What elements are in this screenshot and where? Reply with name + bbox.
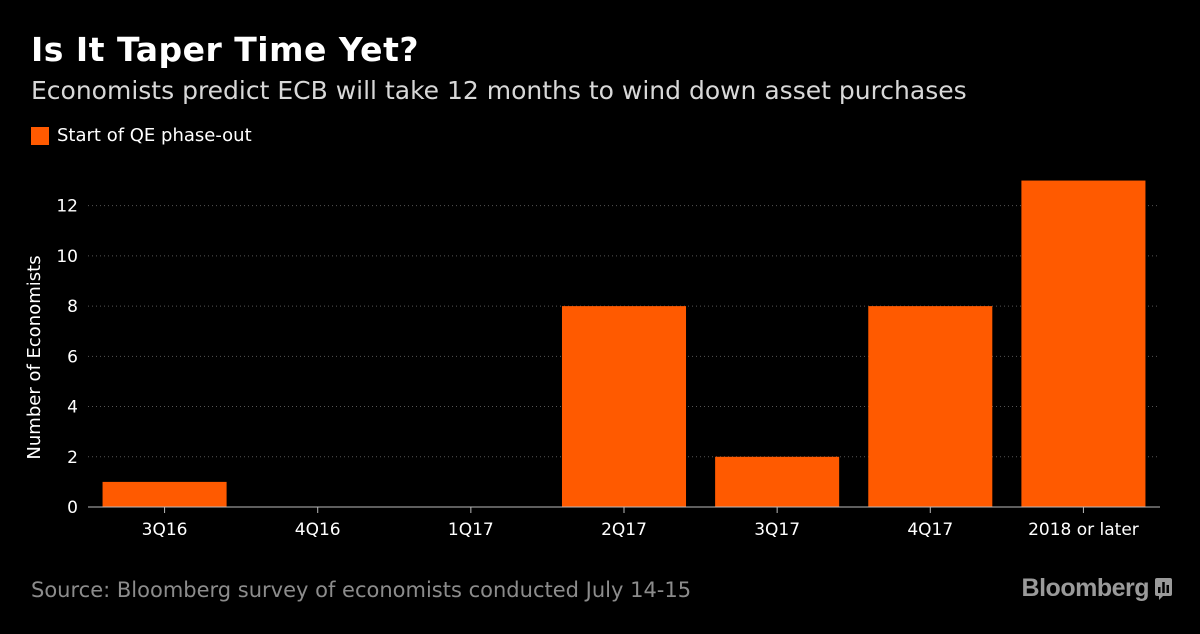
bar-3q16 [102,481,227,507]
bars [102,180,1146,508]
y-tick-label: 4 [67,398,78,418]
bloomberg-logo-text: Bloomberg [1021,574,1150,602]
source-note: Source: Bloomberg survey of economists c… [31,578,692,602]
legend: Start of QE phase-out [31,125,252,146]
legend-swatch [31,126,49,145]
x-axis-ticks: 3Q16 4Q16 1Q17 2Q17 3Q17 4Q17 2018 or later [142,507,1139,540]
brand: Bloomberg [1022,574,1172,603]
bar-4q17 [868,306,993,507]
y-tick-label: 8 [67,297,78,317]
bloomberg-chart-icon [1155,577,1172,600]
y-tick-label: 2 [67,448,78,468]
legend-label: Start of QE phase-out [57,125,252,146]
y-tick-label: 12 [56,197,78,217]
y-axis-ticks: 0 2 4 6 8 10 12 [56,197,78,518]
y-tick-label: 6 [67,347,78,367]
x-tick-label: 3Q16 [142,520,188,540]
chart-subtitle: Economists predict ECB will take 12 mont… [31,76,967,105]
x-tick-label: 2Q17 [601,520,647,540]
x-tick-label: 2018 or later [1028,520,1139,540]
y-tick-label: 10 [56,247,78,267]
x-tick-label: 4Q17 [907,520,953,540]
chart-title: Is It Taper Time Yet? [31,30,419,69]
bar-2018-or-later [1021,180,1146,508]
x-tick-label: 4Q16 [295,520,341,540]
x-tick-label: 1Q17 [448,520,494,540]
bar-3q17 [715,456,840,507]
x-tick-label: 3Q17 [754,520,800,540]
bar-2q17 [561,306,687,507]
y-axis-label: Number of Economists [24,255,45,459]
y-tick-label: 0 [67,498,78,518]
